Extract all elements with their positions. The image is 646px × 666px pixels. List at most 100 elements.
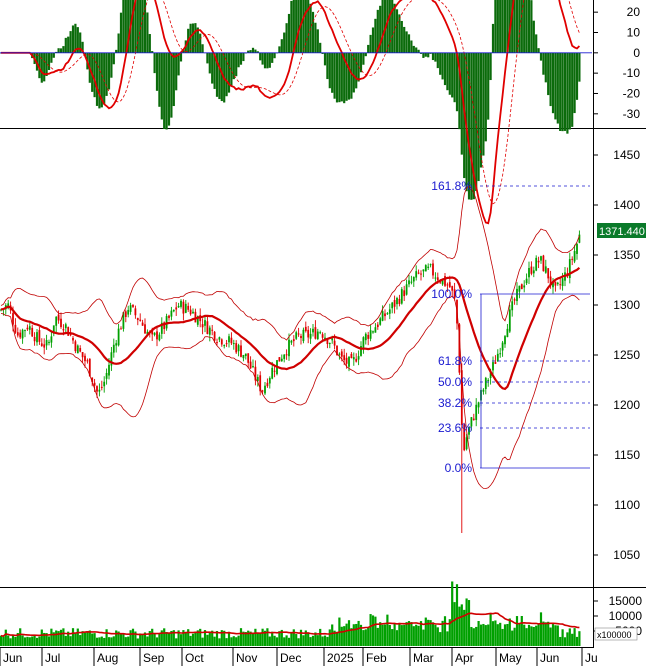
- volume-bar: [83, 632, 87, 646]
- candle-up: [105, 372, 108, 379]
- volume-bar: [67, 631, 70, 646]
- candle-up: [122, 312, 125, 329]
- candle-down: [163, 322, 166, 330]
- macd-histogram-bar: [578, 52, 581, 82]
- macd-histogram-bar: [374, 18, 377, 53]
- candle-down: [326, 339, 329, 345]
- candle-up: [256, 377, 259, 382]
- candle-up: [177, 305, 180, 308]
- candle-down: [254, 366, 257, 381]
- volume-bar: [549, 627, 552, 646]
- macd-histogram-bar: [359, 52, 363, 73]
- candle-down: [345, 357, 348, 364]
- price-y-tick-label: 1150: [614, 448, 640, 462]
- macd-histogram-bar: [571, 52, 574, 127]
- macd-histogram-bar: [446, 52, 449, 91]
- candle-up: [7, 303, 10, 308]
- volume-bar: [251, 632, 255, 646]
- candle-up: [501, 342, 504, 351]
- bollinger-lower-line: [0, 294, 580, 489]
- volume-bar: [376, 627, 379, 646]
- macd-y-tick-label: 0: [633, 46, 640, 60]
- volume-bar: [33, 635, 36, 646]
- macd-histogram-bar: [242, 52, 245, 62]
- macd-histogram-bar: [431, 52, 435, 61]
- volume-bar: [206, 634, 209, 646]
- volume-bar: [182, 630, 185, 646]
- candle-up: [21, 329, 24, 339]
- macd-histogram-bar: [172, 52, 175, 107]
- panel-frames: [0, 0, 646, 648]
- volume-bar: [124, 637, 127, 646]
- candle-up: [540, 256, 542, 261]
- macd-histogram-bar: [237, 52, 240, 68]
- volume-bar: [455, 584, 459, 646]
- macd-histogram-bar: [50, 52, 53, 63]
- volume-bar: [43, 632, 46, 646]
- macd-histogram-bar: [191, 23, 195, 53]
- macd-histogram-bar: [547, 52, 550, 96]
- macd-histogram-bar: [520, 0, 523, 53]
- volume-bar: [167, 633, 171, 646]
- macd-histogram-bar: [112, 52, 115, 65]
- candle-up: [180, 300, 182, 307]
- volume-bar: [148, 631, 151, 646]
- candle-up: [312, 328, 314, 333]
- candle-down: [439, 281, 442, 283]
- volume-bar: [578, 631, 581, 646]
- macd-histogram-bar: [139, 0, 142, 53]
- candle-down: [273, 370, 276, 372]
- volume-unit-box: [594, 627, 638, 641]
- macd-histogram-bar: [283, 32, 286, 53]
- candle-up: [242, 354, 245, 359]
- volume-bar: [539, 612, 543, 646]
- volume-bar: [112, 636, 115, 646]
- volume-bar: [491, 621, 495, 646]
- macd-histogram-bar: [551, 52, 555, 114]
- macd-histogram-bar: [386, 0, 389, 53]
- candle-up: [237, 345, 240, 352]
- macd-histogram-bar: [103, 52, 106, 105]
- candle-down: [182, 301, 185, 314]
- macd-histogram-bar: [115, 49, 118, 53]
- macd-histogram-bar: [556, 52, 559, 124]
- volume-bar: [95, 637, 99, 646]
- macd-histogram-bar: [328, 52, 331, 89]
- volume-bar: [371, 615, 375, 646]
- macd-y-tick-label: 20: [627, 5, 641, 19]
- candle-up: [422, 269, 425, 272]
- candle-up: [381, 311, 384, 321]
- volume-bar: [369, 614, 372, 646]
- price-y-tick-label: 1100: [614, 498, 640, 512]
- volume-bar: [295, 634, 298, 646]
- volume-bar: [64, 635, 67, 646]
- macd-histogram-bar: [206, 52, 209, 64]
- macd-histogram-bar: [364, 52, 367, 57]
- macd-histogram-bar: [573, 52, 576, 114]
- candle-down: [225, 343, 228, 345]
- volume-bar: [302, 635, 305, 646]
- candle-up: [441, 278, 444, 285]
- volume-bar: [434, 624, 437, 646]
- candle-up: [388, 309, 391, 314]
- volume-bar: [201, 637, 204, 646]
- macd-histogram-bar: [494, 0, 497, 53]
- macd-histogram-bar: [326, 52, 329, 80]
- volume-bar: [110, 637, 113, 646]
- candle-up: [228, 336, 230, 343]
- macd-histogram-bar: [439, 52, 442, 75]
- volume-bar: [134, 631, 137, 646]
- macd-histogram-bar: [393, 3, 396, 53]
- macd-histogram-bar: [345, 52, 348, 101]
- last-price-marker: 1371.440: [597, 223, 646, 238]
- macd-histogram-bar: [487, 52, 490, 120]
- volume-unit-marker: x100000: [594, 627, 638, 641]
- candle-down: [84, 355, 86, 362]
- macd-histogram-bar: [177, 52, 180, 76]
- volume-bar: [227, 631, 231, 646]
- volume-bar: [35, 637, 39, 646]
- volume-bar: [350, 628, 353, 646]
- candle-up: [508, 309, 511, 332]
- macd-histogram-bar: [371, 27, 375, 53]
- candle-down: [120, 328, 122, 330]
